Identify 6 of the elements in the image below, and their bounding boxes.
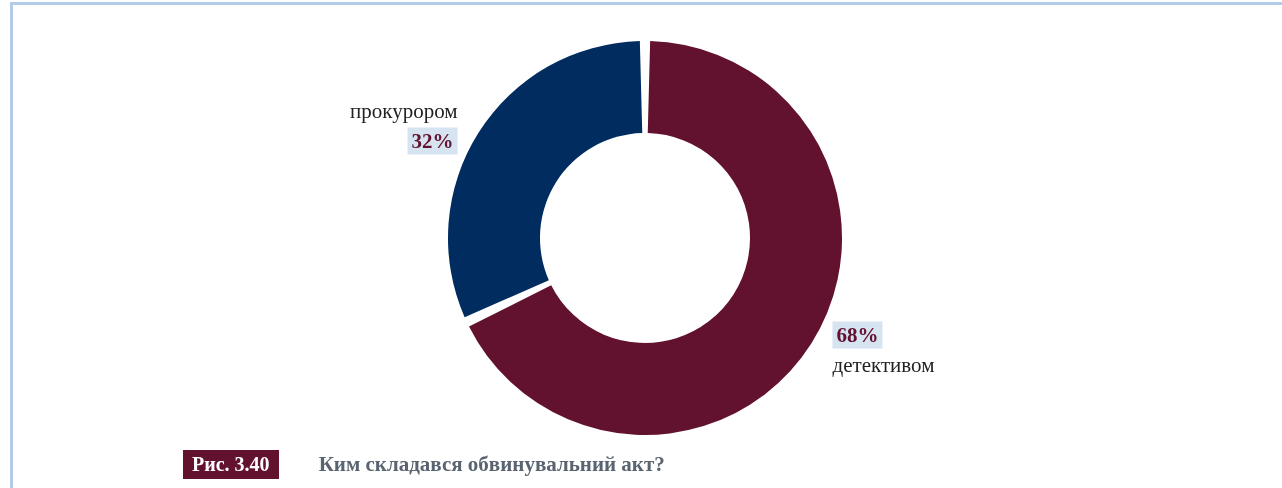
data-label: 32% — [411, 129, 454, 154]
text: Рис. 3.40 — [183, 449, 279, 479]
slice-label: прокурором — [349, 99, 458, 124]
text: Ким складався обвинувальний акт? — [318, 451, 665, 477]
data-label: 68% — [836, 322, 879, 347]
slice-label: детективом — [832, 352, 935, 377]
